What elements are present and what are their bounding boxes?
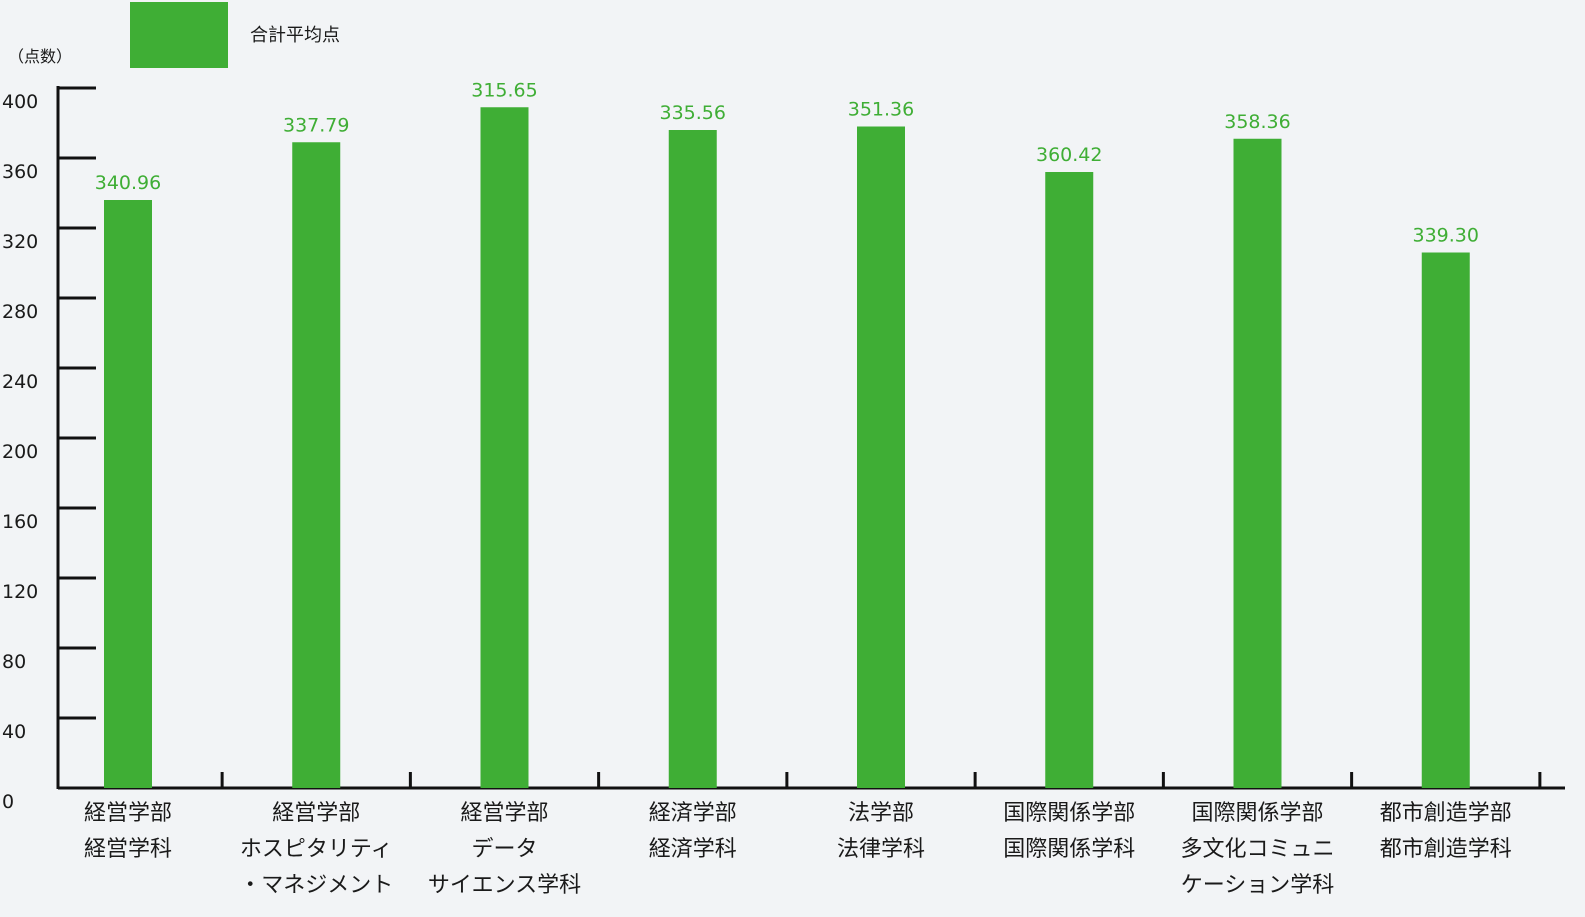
y-axis: 0 40 80 120 160 200 240 280 320 360 400 [2,86,96,813]
y-tick-label: 320 [2,231,38,253]
data-label: 339.30 [1413,225,1479,247]
data-label: 315.65 [471,79,537,101]
category-label-line: ・マネジメント [239,873,393,898]
data-label: 337.79 [283,114,349,136]
bar [292,142,341,788]
data-label: 360.42 [1036,144,1102,166]
y-tick-label: 80 [2,651,26,673]
category-label-line: 経営学部 [460,801,548,826]
category-label-line: ケーション学科 [1181,873,1335,898]
category-label: 経営学部ホスピタリティ・マネジメント [239,801,393,898]
category-label: 国際関係学部国際関係学科 [1003,801,1135,862]
y-tick-label: 280 [2,301,38,323]
category-label-line: 経営学部 [84,801,172,826]
y-axis-unit-label: （点数） [8,47,72,66]
bars [104,107,1470,788]
bar [480,107,529,788]
category-label: 経営学部経営学科 [84,801,172,862]
legend-label: 合計平均点 [250,25,340,46]
category-label: 経営学部データサイエンス学科 [428,801,581,898]
category-label-line: 経済学科 [649,837,737,862]
category-label-line: 都市創造学科 [1380,837,1512,862]
category-label-line: 法学部 [848,801,914,826]
bar [668,130,717,788]
y-tick-label: 160 [2,511,38,533]
category-label-line: 法律学科 [837,837,925,862]
y-tick-label: 360 [2,161,38,183]
category-label-line: 国際関係学部 [1191,801,1323,826]
bar [104,200,152,788]
y-tick-label: 400 [2,91,38,113]
category-label-line: 経営学科 [84,837,172,862]
category-label: 都市創造学部都市創造学科 [1380,801,1512,862]
data-label: 340.96 [95,172,161,194]
y-tick-label: 120 [2,581,38,603]
data-label: 351.36 [848,99,914,121]
category-label: 経済学部経済学科 [649,801,737,862]
bar [1233,138,1282,788]
category-label-line: 国際関係学部 [1003,801,1135,826]
category-label: 国際関係学部多文化コミュニケーション学科 [1180,801,1334,898]
bar [1045,172,1094,788]
y-tick-label: 240 [2,371,38,393]
value-labels: 340.96 337.79 315.65 335.56 351.36 360.42 358.… [95,79,1479,246]
category-label-line: ホスピタリティ [240,837,393,862]
category-label-line: データ [471,837,537,862]
x-axis [58,772,1565,790]
category-label-line: 経営学部 [272,801,360,826]
y-tick-label: 0 [2,791,14,813]
category-labels: 経営学部経営学科経営学部ホスピタリティ・マネジメント経営学部データサイエンス学科… [84,801,1512,898]
legend-swatch [130,2,228,68]
data-label: 335.56 [660,102,726,124]
legend: 合計平均点 [130,2,340,68]
bar [857,126,905,788]
category-label-line: サイエンス学科 [428,873,581,898]
category-label: 法学部法律学科 [837,801,925,862]
y-tick-label: 200 [2,441,38,463]
category-label-line: 経済学部 [649,801,737,826]
bar [1421,252,1470,788]
data-label: 358.36 [1224,111,1290,133]
category-label-line: 国際関係学科 [1003,837,1135,862]
y-tick-label: 40 [2,721,26,743]
category-label-line: 多文化コミュニ [1180,837,1334,862]
category-label-line: 都市創造学部 [1380,801,1512,826]
